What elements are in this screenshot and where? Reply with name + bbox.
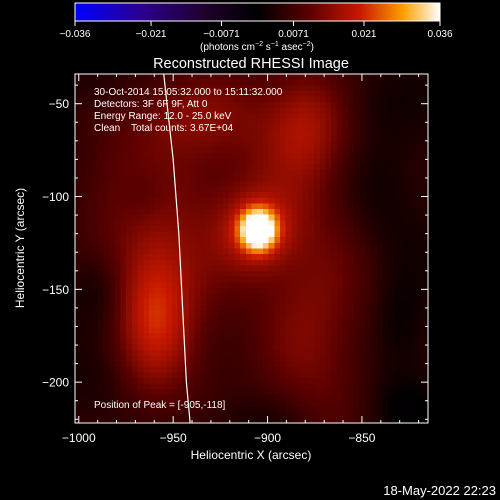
colorbar-tick-label: 0.036	[427, 29, 452, 40]
colorbar-tick-label: −0.021	[136, 29, 167, 40]
colorbar-tick-label: 0.0071	[278, 29, 309, 40]
y-tick-label: −50	[49, 97, 70, 111]
axis-ticks: −1000 −950 −900 −850 −50 −100 −150 −200	[42, 74, 428, 445]
colorbar	[74, 2, 441, 22]
plot-frame	[74, 73, 429, 424]
colorbar-tick-label: −0.0071	[203, 29, 240, 40]
colorbar-tick-label: −0.036	[60, 29, 91, 40]
timestamp: 18-May-2022 22:23	[383, 483, 496, 498]
y-axis-label: Heliocentric Y (arcsec)	[13, 188, 27, 308]
solar-limb-arc	[163, 74, 191, 423]
colorbar-units: (photons cm−2 s−1 asec−2)	[200, 41, 314, 53]
y-tick-label: −150	[42, 283, 69, 297]
time-range-annotation: 30-Oct-2014 15:05:32.000 to 15:11:32.000	[94, 87, 283, 98]
x-axis-label: Heliocentric X (arcsec)	[191, 448, 312, 462]
detectors-annotation: Detectors: 3F 6F 9F, Att 0	[94, 99, 208, 110]
x-tick-label: −1000	[62, 431, 96, 445]
energy-annotation: Energy Range: 12.0 - 25.0 keV	[94, 111, 232, 122]
y-tick-label: −200	[42, 376, 69, 390]
peak-position-annotation: Position of Peak = [-905,-118]	[94, 400, 226, 411]
x-tick-label: −850	[348, 431, 375, 445]
clean-annotation: Clean Total counts: 3.67E+04	[94, 123, 234, 134]
colorbar-tick-label: 0.021	[351, 29, 376, 40]
colorbar-ticks: −0.036 −0.021 −0.0071 0.0071 0.021 0.036	[60, 21, 453, 40]
heatmap-image	[75, 74, 428, 423]
x-tick-label: −950	[160, 431, 187, 445]
chart-title: Reconstructed RHESSI Image	[153, 56, 349, 72]
y-tick-label: −100	[42, 190, 69, 204]
x-tick-label: −900	[254, 431, 281, 445]
